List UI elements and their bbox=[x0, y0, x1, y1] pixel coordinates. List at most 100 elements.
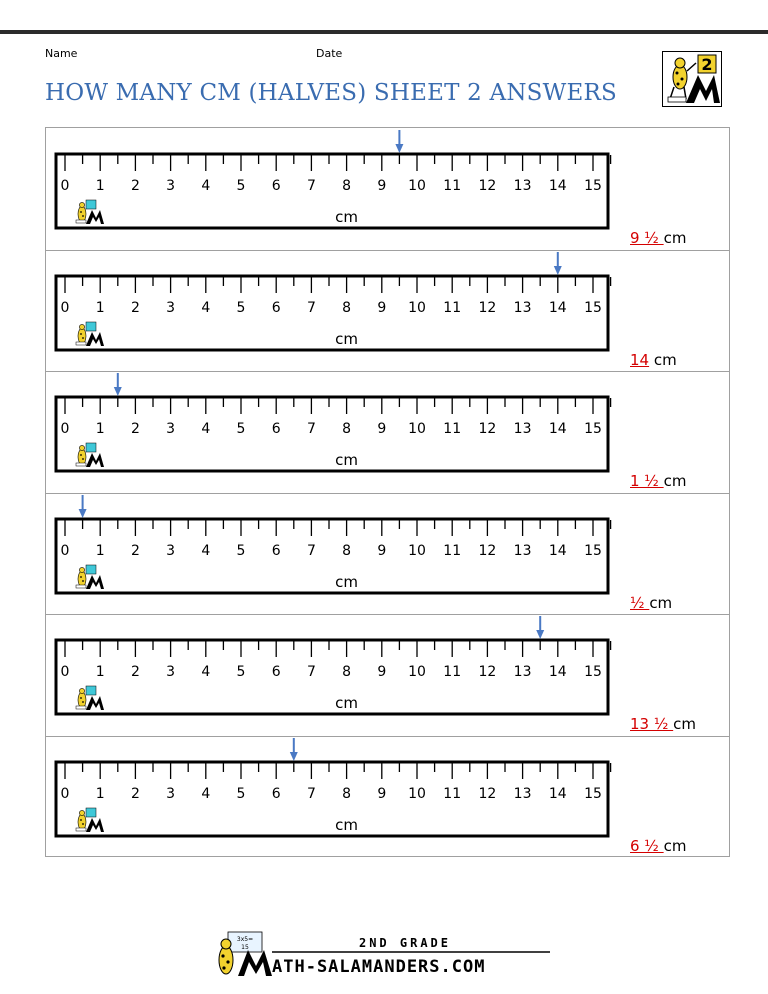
ruler-number: 8 bbox=[342, 664, 351, 680]
answer-unit: cm bbox=[663, 472, 687, 490]
answer-text: 6 ½ cm bbox=[630, 837, 686, 855]
answer-text: 1 ½ cm bbox=[630, 472, 686, 490]
answer-unit: cm bbox=[663, 229, 687, 247]
ruler-number: 4 bbox=[201, 300, 210, 316]
ruler-number: 6 bbox=[272, 178, 281, 194]
ruler-number: 12 bbox=[478, 543, 496, 559]
ruler-body bbox=[54, 274, 610, 351]
ruler-number: 10 bbox=[408, 178, 426, 194]
question-row: 0 1 2 3 4 5 6 7 8 9 10 11 12 13 14 15 cm 9 ½ cm bbox=[46, 128, 729, 249]
ruler-number: 12 bbox=[478, 664, 496, 680]
salamander-mini-icon bbox=[75, 807, 104, 832]
ruler-number: 6 bbox=[272, 300, 281, 316]
ruler-number: 0 bbox=[61, 664, 70, 680]
ruler-number: 2 bbox=[131, 300, 140, 316]
ruler-number: 15 bbox=[584, 421, 602, 437]
ruler-number: 15 bbox=[584, 543, 602, 559]
ruler-number: 9 bbox=[377, 664, 386, 680]
ruler-number: 12 bbox=[478, 178, 496, 194]
question-row: 0 1 2 3 4 5 6 7 8 9 10 11 12 13 14 15 cm ½ cm bbox=[46, 493, 729, 614]
row-divider bbox=[46, 249, 729, 251]
row-divider bbox=[46, 492, 729, 494]
answer-arrow-head bbox=[395, 144, 404, 153]
ruler-number: 1 bbox=[96, 543, 105, 559]
ruler-number: 9 bbox=[377, 300, 386, 316]
ruler-number: 10 bbox=[408, 300, 426, 316]
ruler-number: 8 bbox=[342, 178, 351, 194]
ruler-number: 11 bbox=[443, 543, 461, 559]
ruler-body bbox=[54, 760, 610, 837]
ruler-number: 14 bbox=[549, 300, 567, 316]
ruler-number: 5 bbox=[237, 421, 246, 437]
ruler-number: 2 bbox=[131, 421, 140, 437]
ruler-body bbox=[54, 638, 610, 716]
question-row: 0 1 2 3 4 5 6 7 8 9 10 11 12 13 14 15 cm 13 ½ cm bbox=[46, 614, 729, 735]
date-label: Date bbox=[316, 47, 343, 60]
question-row: 0 1 2 3 4 5 6 7 8 9 10 11 12 13 14 15 cm 14 cm bbox=[46, 250, 729, 371]
ruler-number: 5 bbox=[237, 300, 246, 316]
answer-unit: cm bbox=[663, 836, 687, 855]
answer-arrow-head bbox=[553, 265, 562, 275]
ruler-number: 4 bbox=[201, 421, 210, 437]
ruler-number: 5 bbox=[237, 178, 246, 194]
salamander-mini-icon bbox=[75, 564, 104, 589]
answer-unit: cm bbox=[653, 350, 677, 369]
ruler-unit-label: cm bbox=[335, 816, 358, 834]
salamander-mini-icon bbox=[75, 199, 104, 224]
ruler-number: 1 bbox=[96, 178, 105, 194]
ruler-number: 5 bbox=[237, 543, 246, 559]
footer-badge-text: 3x5= bbox=[237, 936, 253, 943]
answer-arrow-head bbox=[289, 751, 298, 761]
question-row: 0 1 2 3 4 5 6 7 8 9 10 11 12 13 14 15 cm 6 ½ cm bbox=[46, 736, 729, 857]
footer-logo: 3x5= 15 2ND GRADE ATH-SALAMANDERS.COM bbox=[218, 931, 550, 977]
ruler-number: 11 bbox=[443, 664, 461, 680]
ruler-unit-label: cm bbox=[335, 451, 358, 469]
ruler-number: 0 bbox=[61, 421, 70, 437]
ruler-number: 12 bbox=[478, 421, 496, 437]
ruler-number: 6 bbox=[272, 786, 281, 802]
ruler-number: 13 bbox=[514, 786, 532, 802]
ruler-number: 7 bbox=[307, 664, 316, 680]
answer-text: 14 cm bbox=[630, 351, 677, 369]
ruler-number: 2 bbox=[131, 786, 140, 802]
ruler-number: 6 bbox=[272, 543, 281, 559]
ruler-number: 14 bbox=[549, 664, 567, 680]
ruler-number: 1 bbox=[96, 664, 105, 680]
ruler-number: 6 bbox=[272, 421, 281, 437]
ruler-number: 7 bbox=[307, 178, 316, 194]
ruler-number: 5 bbox=[237, 786, 246, 802]
ruler-number: 2 bbox=[131, 543, 140, 559]
ruler-number: 3 bbox=[166, 300, 175, 316]
ruler-body bbox=[54, 152, 610, 230]
answer-text: 13 ½ cm bbox=[630, 715, 696, 733]
ruler-number: 10 bbox=[408, 543, 426, 559]
ruler-number: 7 bbox=[307, 300, 316, 316]
ruler-number: 2 bbox=[131, 664, 140, 680]
salamander-mini-icon bbox=[75, 685, 104, 710]
ruler-number: 13 bbox=[514, 300, 532, 316]
ruler-number: 0 bbox=[61, 543, 70, 559]
ruler-unit-label: cm bbox=[335, 330, 358, 348]
row-divider bbox=[46, 735, 729, 737]
ruler-number: 10 bbox=[408, 664, 426, 680]
ruler-number: 13 bbox=[514, 543, 532, 559]
ruler-number: 12 bbox=[478, 300, 496, 316]
top-rule bbox=[0, 30, 768, 34]
logo-grade-number: 2 bbox=[701, 55, 712, 74]
ruler-number: 3 bbox=[166, 786, 175, 802]
ruler-number: 7 bbox=[307, 786, 316, 802]
ruler-number: 12 bbox=[478, 786, 496, 802]
ruler-number: 15 bbox=[584, 178, 602, 194]
ruler-number: 4 bbox=[201, 543, 210, 559]
answer-value: 6 ½ bbox=[630, 836, 664, 855]
ruler-number: 7 bbox=[307, 543, 316, 559]
answer-value: 14 bbox=[630, 350, 650, 369]
ruler-number: 6 bbox=[272, 664, 281, 680]
ruler-unit-label: cm bbox=[335, 694, 358, 712]
ruler-body bbox=[54, 517, 610, 594]
ruler-number: 13 bbox=[514, 421, 532, 437]
ruler-number: 0 bbox=[61, 786, 70, 802]
